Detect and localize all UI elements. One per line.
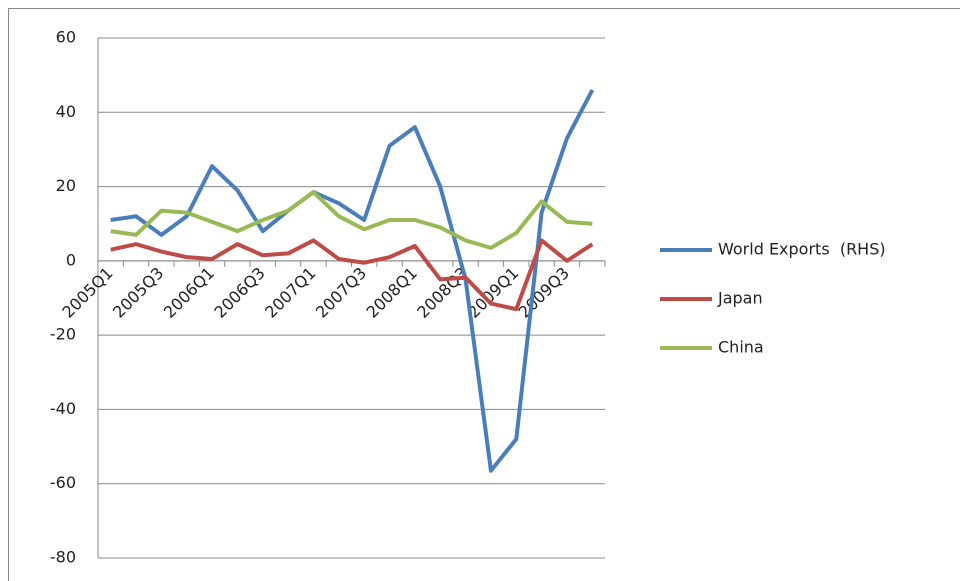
- series-line: [110, 238, 594, 312]
- x-tick-label: 2007Q3: [312, 263, 370, 321]
- legend-label: World Exports (RHS): [718, 240, 886, 259]
- series-line: [110, 89, 595, 473]
- x-tick-label: 2005Q1: [58, 263, 116, 321]
- y-tick-label: 60: [56, 28, 76, 47]
- legend-label: China: [718, 338, 764, 357]
- x-tick-label: 2006Q3: [210, 263, 268, 321]
- x-tick-label: 2008Q1: [363, 263, 421, 321]
- x-tick-label: 2005Q3: [109, 263, 167, 321]
- y-tick-label: 20: [56, 176, 76, 195]
- x-tick-label: 2007Q1: [261, 263, 319, 321]
- y-tick-label: -20: [50, 325, 76, 344]
- y-tick-label: -40: [50, 399, 76, 418]
- x-tick-label: 2009Q1: [464, 263, 522, 321]
- y-tick-label: -60: [50, 473, 76, 492]
- chart-border: [8, 8, 960, 581]
- y-tick-label: -80: [50, 548, 76, 567]
- y-tick-label: 40: [56, 102, 76, 121]
- series-line: [110, 190, 593, 250]
- legend-label: Japan: [717, 289, 763, 308]
- x-tick-label: 2006Q1: [160, 263, 218, 321]
- y-tick-label: 0: [66, 250, 76, 269]
